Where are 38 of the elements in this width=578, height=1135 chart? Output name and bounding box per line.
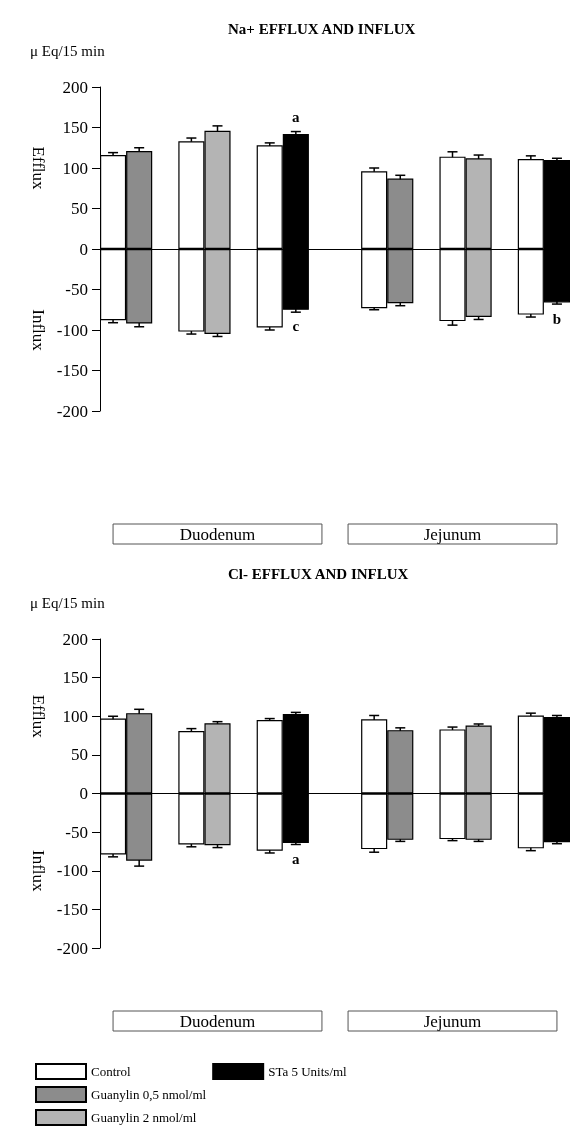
- y-tick-label: 50: [71, 199, 88, 218]
- legend-label: STa 5 Units/ml: [268, 1064, 348, 1079]
- y-tick-label: -150: [56, 361, 88, 380]
- data-label: b: [552, 310, 562, 327]
- text: Jejunum: [423, 1011, 482, 1031]
- y-tick-label: -100: [56, 320, 88, 340]
- y-axis-title: μ Eq/15 min: [30, 594, 106, 611]
- y-tick-label: -150: [56, 899, 88, 919]
- data-label: a: [292, 109, 301, 126]
- y-tick-label: -50: [65, 280, 88, 299]
- text: Efflux: [28, 146, 48, 191]
- y-tick-label: 150: [62, 668, 88, 688]
- y-tick-label: 150: [62, 118, 88, 137]
- text: Influx: [28, 849, 48, 893]
- y-tick-label: -50: [65, 822, 88, 842]
- text: Influx: [28, 309, 48, 352]
- text: Duodenum: [179, 524, 256, 544]
- y-tick-label: 200: [62, 77, 88, 97]
- data-label: a: [292, 851, 301, 868]
- y-tick-label: -200: [56, 938, 88, 958]
- chart-title: Cl- EFFLUX AND INFLUX: [228, 565, 409, 582]
- y-tick-label: 200: [62, 629, 88, 649]
- y-tick-label: 50: [71, 745, 88, 765]
- legend-label: Guanylin 2 nmol/ml: [91, 1110, 197, 1125]
- text: Duodenum: [179, 1011, 256, 1031]
- legend-label: Control: [91, 1064, 132, 1079]
- text: Efflux: [28, 694, 48, 739]
- y-tick-label: 100: [62, 158, 88, 178]
- y-tick-label: -100: [56, 861, 88, 881]
- data-label: c: [292, 318, 300, 335]
- legend-label: Guanylin 0,5 nmol/ml: [91, 1087, 207, 1102]
- y-tick-label: 0: [79, 784, 88, 803]
- chart-title: Na+ EFFLUX AND INFLUX: [228, 20, 416, 37]
- y-axis-title: μ Eq/15 min: [30, 42, 106, 59]
- text: Jejunum: [423, 524, 482, 544]
- y-tick-label: -200: [56, 401, 88, 421]
- y-tick-label: 0: [79, 239, 88, 259]
- y-tick-label: 100: [62, 706, 88, 726]
